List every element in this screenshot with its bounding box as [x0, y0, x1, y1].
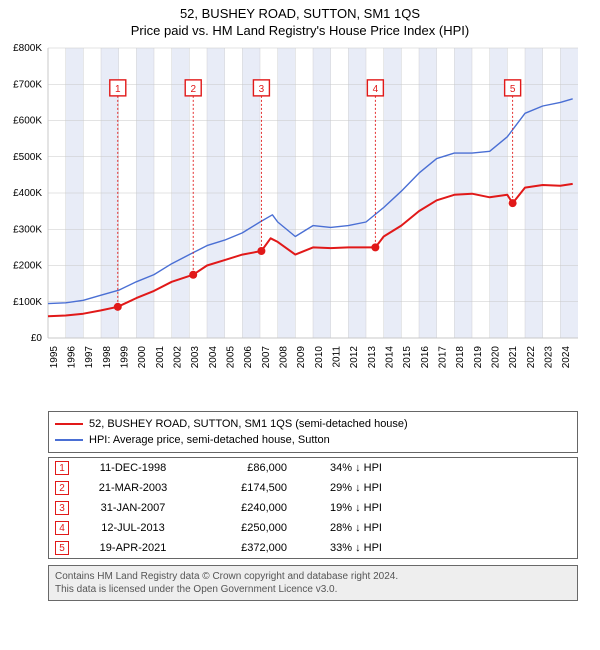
table-price: £250,000: [197, 522, 287, 534]
footer: Contains HM Land Registry data © Crown c…: [48, 565, 578, 601]
marker-point: [114, 303, 122, 311]
x-tick-label: 2012: [349, 346, 360, 369]
table-pct: 34% ↓ HPI: [301, 462, 411, 474]
table-row: 3 31-JAN-2007 £240,000 19% ↓ HPI: [49, 498, 577, 518]
table-date: 19-APR-2021: [83, 542, 183, 554]
x-tick-label: 2000: [137, 346, 148, 369]
marker-number: 4: [373, 84, 379, 95]
x-tick-label: 2005: [226, 346, 237, 369]
table-marker: 5: [55, 541, 69, 555]
table-price: £86,000: [197, 462, 287, 474]
x-tick-label: 2016: [420, 346, 431, 369]
x-tick-label: 2009: [296, 346, 307, 369]
table-row: 5 19-APR-2021 £372,000 33% ↓ HPI: [49, 538, 577, 558]
x-tick-label: 2010: [314, 346, 325, 369]
page-container: 52, BUSHEY ROAD, SUTTON, SM1 1QS Price p…: [0, 0, 600, 601]
x-tick-label: 2007: [261, 346, 272, 369]
x-tick-label: 2022: [526, 346, 537, 369]
marker-point: [509, 199, 517, 207]
x-tick-label: 2001: [155, 346, 166, 369]
sale-table: 1 11-DEC-1998 £86,000 34% ↓ HPI 2 21-MAR-2003…: [48, 457, 578, 559]
x-tick-label: 2019: [473, 346, 484, 369]
x-tick-label: 2004: [208, 346, 219, 369]
table-row: 1 11-DEC-1998 £86,000 34% ↓ HPI: [49, 458, 577, 478]
table-row: 2 21-MAR-2003 £174,500 29% ↓ HPI: [49, 478, 577, 498]
chart-area: £0 £100K £200K £300K £400K £500K £600K £700K £80…: [0, 40, 600, 405]
x-tick-label: 2013: [367, 346, 378, 369]
x-tick-label: 2014: [385, 346, 396, 369]
marker-number: 1: [115, 84, 121, 95]
x-tick-label: 2024: [561, 346, 572, 369]
marker-number: 5: [510, 84, 516, 95]
table-price: £174,500: [197, 482, 287, 494]
marker-point: [189, 271, 197, 279]
legend-swatch: [55, 423, 83, 425]
y-tick-label: £700K: [13, 79, 42, 90]
marker-number: 2: [190, 84, 196, 95]
x-tick-label: 1996: [67, 346, 78, 369]
y-tick-label: £0: [31, 333, 43, 344]
x-tick-label: 2008: [279, 346, 290, 369]
title-sub: Price paid vs. HM Land Registry's House …: [0, 23, 600, 38]
marker-point: [257, 247, 265, 255]
x-tick-label: 2002: [173, 346, 184, 369]
x-tick-label: 2018: [455, 346, 466, 369]
y-tick-label: £500K: [13, 152, 42, 163]
y-tick-label: £600K: [13, 116, 42, 127]
table-price: £372,000: [197, 542, 287, 554]
x-tick-label: 2021: [508, 346, 519, 369]
table-pct: 28% ↓ HPI: [301, 522, 411, 534]
table-date: 21-MAR-2003: [83, 482, 183, 494]
table-pct: 29% ↓ HPI: [301, 482, 411, 494]
title-main: 52, BUSHEY ROAD, SUTTON, SM1 1QS: [0, 6, 600, 21]
x-tick-label: 2015: [402, 346, 413, 369]
table-pct: 19% ↓ HPI: [301, 502, 411, 514]
x-tick-label: 2006: [243, 346, 254, 369]
table-date: 11-DEC-1998: [83, 462, 183, 474]
footer-line-2: This data is licensed under the Open Gov…: [55, 583, 571, 596]
table-pct: 33% ↓ HPI: [301, 542, 411, 554]
y-tick-label: £300K: [13, 224, 42, 235]
table-row: 4 12-JUL-2013 £250,000 28% ↓ HPI: [49, 518, 577, 538]
y-tick-label: £800K: [13, 43, 42, 54]
x-tick-label: 1997: [84, 346, 95, 369]
table-marker: 1: [55, 461, 69, 475]
footer-line-1: Contains HM Land Registry data © Crown c…: [55, 570, 571, 583]
table-price: £240,000: [197, 502, 287, 514]
legend-label: 52, BUSHEY ROAD, SUTTON, SM1 1QS (semi-d…: [89, 416, 408, 432]
legend: 52, BUSHEY ROAD, SUTTON, SM1 1QS (semi-d…: [48, 411, 578, 453]
x-tick-label: 2011: [332, 346, 343, 368]
y-tick-label: £400K: [13, 188, 42, 199]
table-date: 31-JAN-2007: [83, 502, 183, 514]
legend-label: HPI: Average price, semi-detached house,…: [89, 432, 330, 448]
x-tick-label: 1995: [49, 346, 60, 369]
x-tick-label: 2017: [438, 346, 449, 369]
legend-swatch: [55, 439, 83, 441]
chart-svg: £0 £100K £200K £300K £400K £500K £600K £700K £80…: [0, 40, 600, 400]
marker-number: 3: [259, 84, 265, 95]
table-marker: 4: [55, 521, 69, 535]
y-tick-label: £100K: [13, 297, 42, 308]
x-tick-label: 1999: [120, 346, 131, 369]
table-date: 12-JUL-2013: [83, 522, 183, 534]
x-tick-label: 2003: [190, 346, 201, 369]
y-tick-label: £200K: [13, 261, 42, 272]
x-tick-label: 2020: [491, 346, 502, 369]
x-tick-label: 1998: [102, 346, 113, 369]
legend-row: 52, BUSHEY ROAD, SUTTON, SM1 1QS (semi-d…: [55, 416, 571, 432]
marker-point: [371, 243, 379, 251]
x-tick-label: 2023: [544, 346, 555, 369]
legend-row: HPI: Average price, semi-detached house,…: [55, 432, 571, 448]
table-marker: 2: [55, 481, 69, 495]
table-marker: 3: [55, 501, 69, 515]
title-block: 52, BUSHEY ROAD, SUTTON, SM1 1QS Price p…: [0, 0, 600, 40]
